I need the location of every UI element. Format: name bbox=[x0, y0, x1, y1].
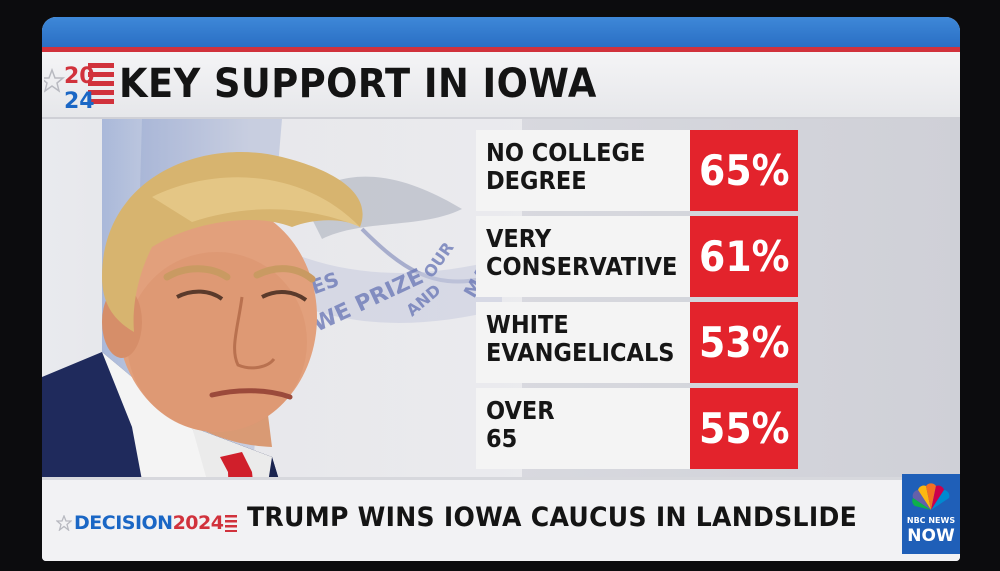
stat-label: VERY CONSERVATIVE bbox=[476, 216, 690, 297]
stat-label: OVER 65 bbox=[476, 388, 690, 469]
stat-label: NO COLLEGE DEGREE bbox=[476, 130, 690, 211]
broadcast-screen: 20 24 KEY SUPPORT IN IOWA IES WE PRIZE A… bbox=[42, 17, 960, 561]
decision-year: 2024 bbox=[172, 512, 224, 534]
candidate-portrait bbox=[42, 152, 363, 477]
stat-row-white-evangelicals: WHITE EVANGELICALS 53% bbox=[476, 302, 798, 383]
star-icon bbox=[56, 515, 72, 531]
stat-label-line2: CONSERVATIVE bbox=[486, 252, 678, 281]
stat-label-line1: NO COLLEGE bbox=[486, 138, 646, 167]
stat-label-line1: OVER bbox=[486, 396, 555, 425]
stat-value-text: 65% bbox=[698, 146, 790, 195]
stat-label-line1: WHITE bbox=[486, 310, 569, 339]
logo-year-bottom: 24 bbox=[64, 89, 95, 114]
stat-row-very-conservative: VERY CONSERVATIVE 61% bbox=[476, 216, 798, 297]
logo-year-top: 20 bbox=[64, 64, 95, 89]
page-title: KEY SUPPORT IN IOWA bbox=[119, 61, 597, 107]
graphic-stage: IES WE PRIZE AND OUR MAI bbox=[42, 119, 960, 477]
lower-third: DECISION2024 TRUMP WINS IOWA CAUCUS IN L… bbox=[42, 474, 960, 561]
decision-word: DECISION bbox=[74, 512, 173, 534]
title-bar: 20 24 KEY SUPPORT IN IOWA bbox=[42, 52, 960, 119]
top-red-stripe bbox=[42, 47, 960, 52]
stat-value-text: 61% bbox=[698, 232, 790, 281]
headline: TRUMP WINS IOWA CAUCUS IN LANDSLIDE bbox=[247, 502, 858, 533]
peacock-icon bbox=[912, 483, 950, 510]
stat-value: 65% bbox=[690, 130, 798, 211]
stat-label-line1: VERY bbox=[486, 224, 552, 253]
stat-label-line2: EVANGELICALS bbox=[486, 338, 675, 367]
network-sub: NOW bbox=[907, 526, 955, 546]
stat-label: WHITE EVANGELICALS bbox=[476, 302, 690, 383]
stat-value-text: 53% bbox=[698, 318, 790, 367]
stat-value: 61% bbox=[690, 216, 798, 297]
decision-2024-logo: 20 24 bbox=[44, 63, 114, 114]
decision-label: DECISION2024 bbox=[74, 512, 224, 534]
decision-2024-brand: DECISION2024 bbox=[56, 508, 238, 538]
nbc-news-now-bug: NBC NEWS NOW bbox=[902, 474, 960, 554]
flag-stripes-icon bbox=[225, 515, 238, 532]
stat-label-line2: DEGREE bbox=[486, 166, 587, 195]
stat-row-no-college: NO COLLEGE DEGREE 65% bbox=[476, 130, 798, 211]
network-name: NBC NEWS bbox=[906, 516, 956, 525]
stat-value-text: 55% bbox=[698, 404, 790, 453]
stat-row-over-65: OVER 65 55% bbox=[476, 388, 798, 469]
stat-value: 55% bbox=[690, 388, 798, 469]
stat-label-line2: 65 bbox=[486, 424, 518, 453]
stat-value: 53% bbox=[690, 302, 798, 383]
top-blue-bar bbox=[42, 17, 960, 47]
